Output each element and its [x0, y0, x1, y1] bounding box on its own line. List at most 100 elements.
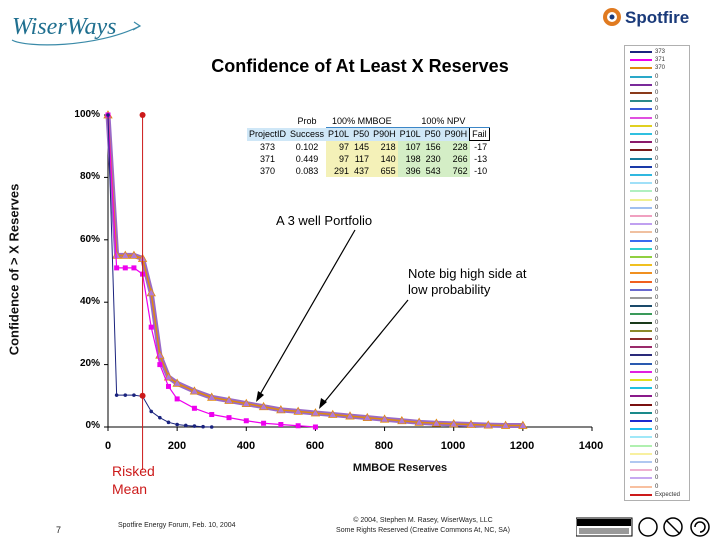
table-cell: 655	[371, 165, 398, 177]
legend-item: 0	[628, 81, 684, 89]
series-371-point	[166, 383, 171, 389]
series-370-point	[431, 418, 442, 427]
copyright-line: Some Rights Reserved (Creative Commons A…	[336, 527, 510, 534]
legend-swatch	[630, 387, 652, 390]
legend-label: 0	[655, 114, 659, 121]
legend-label: 0	[655, 409, 659, 416]
legend-swatch	[630, 223, 652, 226]
legend-swatch	[630, 305, 652, 308]
series-373-point	[209, 425, 214, 429]
legend-label: 0	[655, 418, 659, 424]
legend-label: 0	[655, 459, 659, 465]
legend-swatch	[630, 182, 652, 185]
legend-label: Expected	[655, 491, 681, 498]
highside-arrowhead	[319, 398, 327, 409]
legend-label: 0	[655, 303, 659, 310]
legend-item: 0	[628, 204, 684, 212]
legend-item: 0	[628, 105, 684, 113]
legend-label: 0	[655, 204, 659, 211]
legend-swatch	[630, 165, 652, 168]
legend-label: 0	[655, 278, 659, 285]
legend-swatch	[630, 411, 652, 414]
table-row: 371 0.449 97 117 140 198 230 266 -13	[247, 153, 490, 165]
series-370-point	[310, 408, 321, 417]
series-370-point	[518, 420, 528, 429]
legend-label: 371	[655, 57, 666, 64]
y-tick-label: 40%	[79, 296, 100, 307]
legend-item: 0	[628, 327, 684, 335]
legend-swatch	[630, 174, 652, 176]
legend-label: 0	[655, 377, 659, 383]
legend-item: 0	[628, 220, 684, 228]
table-col-header: P90H	[442, 127, 470, 141]
legend-swatch	[630, 83, 652, 86]
legend-swatch	[630, 67, 652, 70]
legend-label: 0	[655, 213, 659, 219]
legend-swatch	[630, 280, 652, 283]
legend-label: 0	[655, 98, 659, 105]
legend-label: 0	[655, 131, 659, 137]
x-axis-label: MMBOE Reserves	[352, 462, 448, 474]
legend-item: 0	[628, 228, 684, 236]
series-371-point	[261, 420, 267, 426]
legend-swatch	[630, 346, 652, 349]
wiserways-logo: WiserWays	[11, 14, 142, 46]
wiserways-logo-text: WiserWays	[12, 14, 116, 40]
series-373-line	[107, 114, 212, 428]
legend-swatch	[630, 493, 652, 496]
x-tick-label: 200	[167, 440, 187, 452]
legend-swatch	[630, 436, 652, 439]
legend-label: 0	[655, 270, 659, 277]
legend-swatch	[630, 477, 652, 480]
creative-commons-badges	[576, 517, 710, 537]
legend-label: 0	[655, 483, 659, 490]
table-cell: 371	[247, 153, 289, 165]
legend-item: 0	[628, 138, 684, 146]
table-cell: 291	[326, 165, 352, 177]
table-col-header: P50	[422, 127, 443, 141]
legend-swatch	[630, 247, 652, 250]
series-373-point	[158, 415, 162, 420]
legend-item: 0	[628, 212, 684, 220]
annotation-high-side: Note big high side at low probability	[408, 266, 527, 297]
legend-label: 0	[655, 311, 659, 318]
series-370-point	[379, 414, 390, 423]
legend-swatch	[630, 100, 652, 103]
legend-item: 0	[628, 122, 684, 130]
y-axis-label: Confidence of > X Reserves	[6, 183, 22, 356]
legend-label: 0	[655, 237, 659, 244]
table-cell: 396	[397, 165, 423, 177]
legend-item: 0	[628, 179, 684, 187]
legend-item: 0	[628, 130, 684, 138]
series-373-point	[114, 393, 119, 397]
series-370-point	[345, 411, 355, 420]
series-371-point	[278, 422, 284, 428]
series-370-point	[258, 401, 269, 411]
legend-frame	[624, 45, 690, 501]
legend-swatch	[630, 108, 652, 111]
table-header-npv: 100% NPV	[397, 115, 490, 128]
legend-item: 371	[628, 56, 684, 64]
legend-item: 0	[628, 146, 684, 154]
annotation-risked-mean: Risked Mean	[112, 463, 155, 497]
legend-label: 0	[655, 106, 659, 113]
legend-swatch	[630, 149, 652, 152]
legend-item: 0	[628, 269, 684, 277]
table-corner	[247, 115, 289, 128]
table-cell: 145	[351, 140, 372, 153]
highside-arrow	[321, 299, 409, 406]
legend-swatch	[630, 239, 652, 242]
table-cell: 228	[442, 140, 470, 153]
series-371-point	[157, 362, 163, 368]
y-tick-label: 0%	[85, 420, 100, 431]
series-370-point	[293, 406, 303, 415]
legend-item: 0	[628, 368, 684, 376]
legend-label: 0	[655, 368, 659, 375]
table-header-mmboe: 100% MMBOE	[326, 115, 398, 128]
legend-swatch	[630, 133, 652, 135]
legend-swatch	[630, 485, 652, 488]
table-row: 370 0.083 291 437 655 396 543 762 -10	[247, 165, 490, 177]
legend-swatch	[630, 321, 652, 324]
legend-label: 0	[655, 221, 659, 228]
